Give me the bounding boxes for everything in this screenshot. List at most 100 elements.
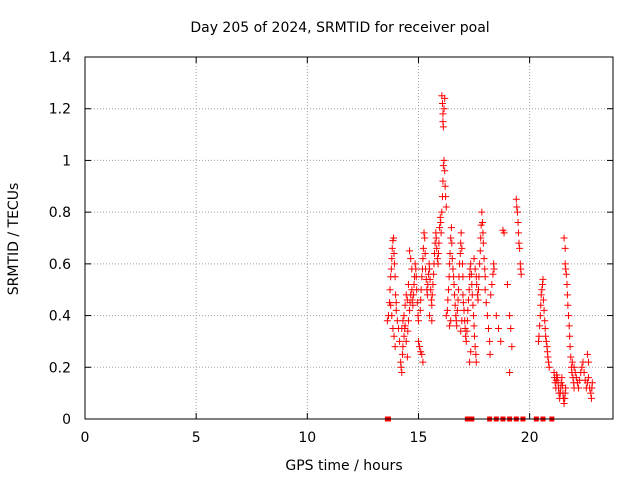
data-point (388, 312, 396, 320)
data-point (466, 358, 474, 366)
x-axis: 0 5 10 15 20 (81, 57, 539, 446)
data-point (517, 270, 525, 278)
data-point (487, 291, 495, 299)
data-point (512, 195, 520, 203)
data-point (451, 301, 459, 309)
data-point (580, 368, 588, 376)
data-point (537, 301, 545, 309)
grid (85, 57, 613, 419)
data-point (404, 281, 412, 289)
data-point (457, 229, 465, 237)
y-tick-label: 1 (62, 153, 71, 169)
data-point (408, 265, 416, 273)
data-point (448, 255, 456, 263)
x-tick-label: 20 (521, 430, 539, 446)
data-point (441, 167, 449, 175)
data-point (391, 343, 399, 351)
data-point (462, 332, 470, 340)
data-point (439, 162, 447, 170)
data-point (438, 208, 446, 216)
data-point (418, 350, 426, 358)
data-point (462, 337, 470, 345)
data-point (450, 281, 458, 289)
data-point (437, 229, 445, 237)
data-point (439, 177, 447, 185)
data-point (515, 229, 523, 237)
data-point (444, 286, 452, 294)
data-point (565, 322, 573, 330)
data-point (398, 325, 406, 332)
data-point (476, 247, 484, 255)
data-point (565, 312, 573, 320)
data-point (513, 203, 521, 211)
data-point (545, 358, 553, 366)
data-point (472, 358, 480, 366)
data-point (417, 296, 425, 304)
data-point (442, 203, 450, 211)
data-point (568, 358, 576, 366)
data-point (542, 337, 550, 345)
data-point (481, 286, 489, 294)
data-point (430, 270, 438, 278)
data-point (470, 255, 478, 263)
data-point (562, 270, 570, 278)
data-point (585, 374, 593, 382)
data-point (513, 208, 521, 216)
data-point (474, 286, 482, 294)
data-point (458, 317, 466, 325)
data-point (578, 363, 586, 371)
data-point (442, 193, 450, 201)
data-point (544, 353, 552, 361)
data-point (419, 255, 427, 263)
data-point (420, 229, 428, 237)
data-point (486, 337, 494, 345)
data-point (406, 306, 414, 314)
data-point (400, 332, 408, 340)
data-point (558, 374, 566, 382)
data-point (470, 312, 478, 320)
data-point (427, 286, 435, 294)
data-point (516, 244, 524, 252)
data-points (383, 92, 596, 407)
x-tick-label: 5 (192, 430, 201, 446)
data-point (410, 291, 418, 299)
data-point (429, 281, 437, 289)
data-point (540, 306, 548, 314)
data-point (539, 275, 547, 283)
data-point (560, 234, 568, 242)
data-point (488, 281, 496, 289)
data-point (490, 265, 498, 273)
data-point (439, 110, 447, 118)
data-point (538, 286, 546, 294)
y-tick-label: 0.8 (49, 205, 71, 221)
data-point (433, 244, 441, 252)
data-point (545, 363, 553, 371)
data-point (428, 301, 436, 309)
data-point (585, 358, 593, 366)
data-point (567, 353, 575, 361)
data-point (421, 250, 429, 258)
data-point (447, 224, 455, 232)
data-point (390, 332, 398, 340)
data-point (453, 322, 461, 330)
data-point (506, 368, 514, 376)
data-point (418, 273, 426, 281)
data-point (480, 255, 488, 263)
y-tick-label: 0.4 (49, 309, 71, 325)
data-point (386, 286, 394, 294)
data-point (486, 350, 494, 358)
data-point (419, 358, 427, 366)
data-point (541, 325, 549, 332)
data-point (440, 156, 448, 164)
data-point (388, 255, 396, 263)
y-tick-label: 0 (62, 412, 71, 428)
data-point (536, 312, 544, 320)
data-point (446, 322, 454, 330)
data-point (539, 296, 547, 304)
data-point (453, 306, 461, 314)
data-point (587, 389, 595, 397)
data-point (407, 255, 415, 263)
data-point (387, 301, 395, 309)
data-point (561, 244, 569, 252)
